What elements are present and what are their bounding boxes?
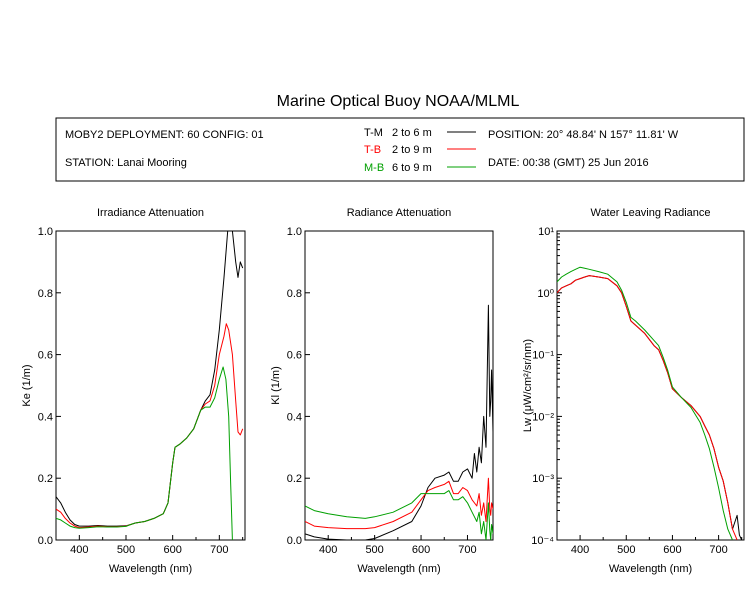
radiance-series-m-b: [305, 490, 493, 540]
legend-range-tb: 2 to 9 m: [392, 144, 432, 156]
water-leaving-series-t-b: [557, 275, 738, 540]
water-leaving-y-tick-label: 10⁻¹: [532, 350, 554, 362]
water-leaving-radiance-panel: Water Leaving Radiance 400 500 600 700 10⁻⁴ 10…: [522, 207, 745, 575]
irradiance-x-tick-label: 500: [117, 544, 135, 556]
radiance-plot-frame: [304, 230, 494, 541]
depth-legend: T-M 2 to 6 m T-B 2 to 9 m M-B 6 to 9 m: [364, 127, 476, 174]
radiance-y-tick-label: 0.8: [287, 288, 302, 300]
irradiance-y-tick-label: 0.0: [38, 535, 53, 547]
radiance-series-group: [305, 304, 493, 540]
legend-code-tm: T-M: [364, 127, 383, 139]
irradiance-y-tick-label: 0.4: [38, 411, 53, 423]
radiance-x-tick-label: 400: [319, 544, 337, 556]
radiance-series-t-m: [305, 304, 493, 540]
radiance-attenuation-panel: Radiance Attenuation 400 500 600 700 0.0 0.2 0.…: [270, 207, 494, 575]
water-leaving-plot-frame: [556, 230, 745, 541]
water-leaving-x-axis-label: Wavelength (nm): [609, 563, 692, 575]
water-leaving-x-tick-label: 400: [571, 544, 589, 556]
position-text: POSITION: 20° 48.84' N 157° 11.81' W: [488, 129, 679, 141]
radiance-chart-title: Radiance Attenuation: [347, 207, 452, 219]
irradiance-x-tick-label: 400: [70, 544, 88, 556]
water-leaving-series-t-m: [557, 275, 743, 540]
water-leaving-x-tick-label: 500: [617, 544, 635, 556]
water-leaving-chart-title: Water Leaving Radiance: [590, 207, 710, 219]
radiance-x-axis-label: Wavelength (nm): [357, 563, 440, 575]
water-leaving-series-group: [557, 266, 743, 540]
radiance-x-tick-label: 600: [412, 544, 430, 556]
irradiance-series-t-b: [56, 323, 244, 529]
date-text: DATE: 00:38 (GMT) 25 Jun 2016: [488, 157, 649, 169]
irradiance-x-axis-label: Wavelength (nm): [109, 563, 192, 575]
water-leaving-x-tick-label: 700: [709, 544, 727, 556]
radiance-x-tick-label: 500: [365, 544, 383, 556]
irradiance-series-m-b: [56, 366, 233, 540]
water-leaving-y-tick-label: 10¹: [538, 226, 554, 238]
irradiance-plot-frame: [55, 230, 246, 541]
legend-range-tm: 2 to 6 m: [392, 127, 432, 139]
radiance-y-tick-label: 0.6: [287, 350, 302, 362]
water-leaving-series-m-b: [557, 266, 733, 540]
radiance-series-t-b: [305, 477, 493, 530]
deployment-text: MOBY2 DEPLOYMENT: 60 CONFIG: 01: [65, 129, 264, 141]
irradiance-y-tick-label: 0.6: [38, 350, 53, 362]
water-leaving-y-tick-label: 10⁰: [537, 288, 554, 300]
water-leaving-y-tick-label: 10⁻²: [532, 411, 554, 423]
water-leaving-y-tick-label: 10⁻⁴: [531, 535, 554, 547]
radiance-y-tick-label: 0.4: [287, 411, 302, 423]
water-leaving-x-tick-label: 600: [663, 544, 681, 556]
station-text: STATION: Lanai Mooring: [65, 157, 187, 169]
irradiance-y-axis-label: Ke (1/m): [21, 364, 33, 406]
water-leaving-y-tick-label: 10⁻³: [532, 473, 554, 485]
info-box: MOBY2 DEPLOYMENT: 60 CONFIG: 01 STATION:…: [55, 117, 745, 182]
irradiance-y-tick-label: 1.0: [38, 226, 53, 238]
irradiance-chart-title: Irradiance Attenuation: [97, 207, 204, 219]
water-leaving-y-axis-label: Lw (μW/cm²/sr/nm): [522, 339, 534, 432]
irradiance-x-tick-label: 700: [210, 544, 228, 556]
radiance-x-tick-label: 700: [458, 544, 476, 556]
radiance-y-tick-label: 0.2: [287, 473, 302, 485]
irradiance-y-tick-label: 0.2: [38, 473, 53, 485]
figure-title: Marine Optical Buoy NOAA/MLML: [277, 93, 520, 110]
irradiance-series-group: [56, 231, 244, 540]
radiance-y-axis-label: Kl (1/m): [270, 366, 282, 405]
radiance-y-tick-label: 0.0: [287, 535, 302, 547]
radiance-y-tick-label: 1.0: [287, 226, 302, 238]
irradiance-series-t-m: [56, 231, 244, 527]
legend-code-tb: T-B: [364, 144, 381, 156]
irradiance-attenuation-panel: Irradiance Attenuation 400 500 600 700 0.0 0.2…: [21, 207, 246, 575]
legend-code-mb: M-B: [364, 162, 384, 174]
info-box-frame: [55, 117, 745, 182]
irradiance-x-tick-label: 600: [163, 544, 181, 556]
legend-range-mb: 6 to 9 m: [392, 162, 432, 174]
irradiance-y-tick-label: 0.8: [38, 288, 53, 300]
